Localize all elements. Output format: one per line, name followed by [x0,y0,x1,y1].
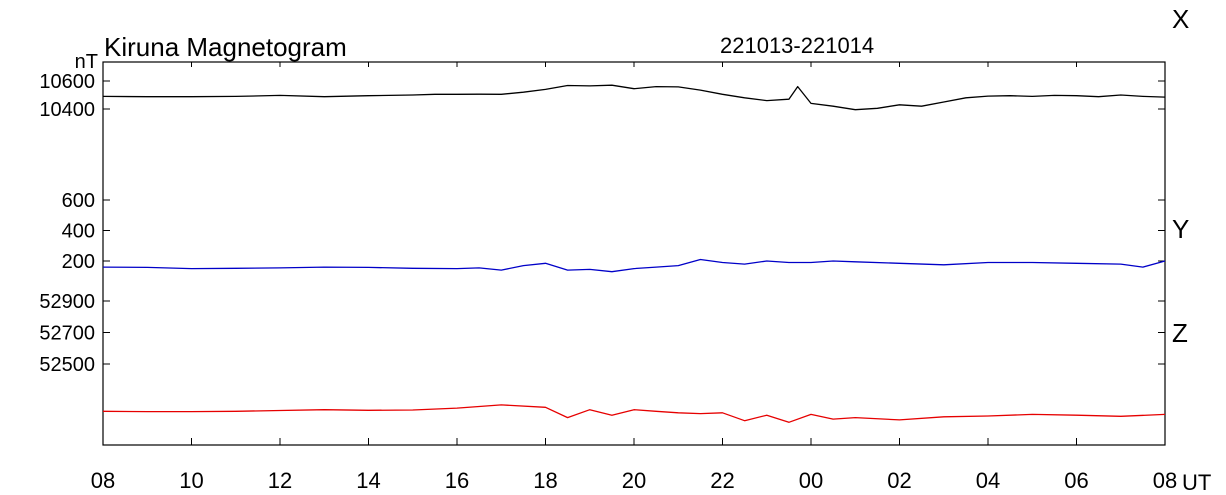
x-tick-label: 04 [976,468,1000,493]
y-tick-label: 52500 [39,354,95,376]
x-tick-label: 06 [1064,468,1088,493]
x-tick-label: 12 [268,468,292,493]
y-unit-label: nT [75,51,98,73]
x-unit-label: UT [1182,470,1211,495]
y-tick-label: 200 [62,251,95,273]
series-label-x: X [1172,4,1189,34]
y-tick-label: 10600 [39,71,95,93]
x-tick-label: 08 [1153,468,1177,493]
y-tick-label: 10400 [39,99,95,121]
series-line-x [102,84,1166,111]
series-label-z: Z [1172,318,1188,348]
chart-title: Kiruna Magnetogram [104,32,347,62]
x-tick-label: 16 [445,468,469,493]
x-tick-label: 10 [179,468,203,493]
x-tick-label: 18 [533,468,557,493]
x-tick-label: 02 [887,468,911,493]
date-range: 221013-221014 [720,33,874,58]
y-tick-label: 52700 [39,323,95,345]
plot-frame [102,61,1166,446]
series-label-y: Y [1172,214,1189,244]
y-tick-label: 600 [62,190,95,212]
x-tick-label: 14 [356,468,380,493]
series-line-y [102,258,1166,273]
y-tick-label: 52900 [39,291,95,313]
y-tick-label: 400 [62,221,95,243]
x-tick-label: 22 [710,468,734,493]
x-tick-label: 20 [622,468,646,493]
series-line-z [102,404,1166,423]
x-tick-label: 08 [91,468,115,493]
x-tick-label: 00 [799,468,823,493]
